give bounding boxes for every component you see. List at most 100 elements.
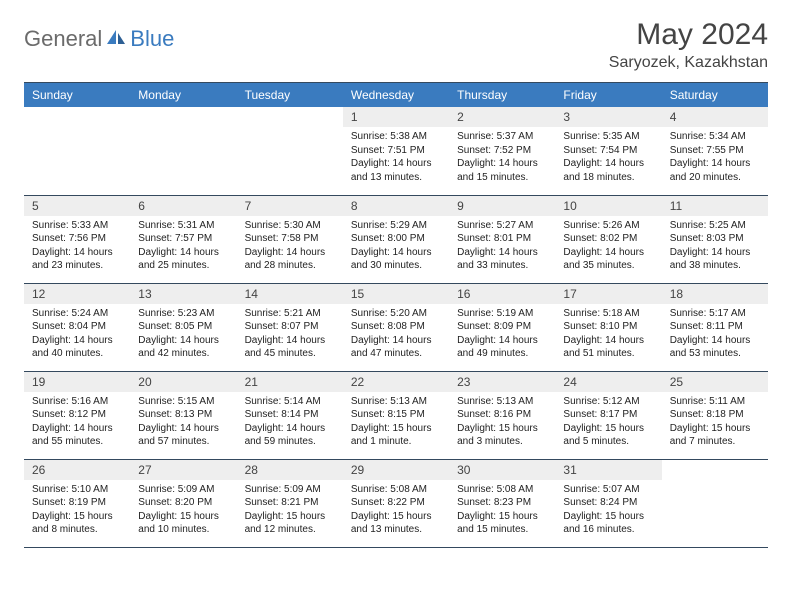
calendar-cell: 30Sunrise: 5:08 AMSunset: 8:23 PMDayligh… [449, 459, 555, 547]
day-number: 19 [24, 372, 130, 392]
sunrise-text: Sunrise: 5:18 AM [563, 307, 653, 321]
daylight-text: Daylight: 14 hours and 30 minutes. [351, 246, 441, 273]
sunset-text: Sunset: 8:22 PM [351, 496, 441, 510]
daylight-text: Daylight: 14 hours and 55 minutes. [32, 422, 122, 449]
day-content: Sunrise: 5:24 AMSunset: 8:04 PMDaylight:… [24, 304, 130, 366]
day-number: 9 [449, 196, 555, 216]
sunset-text: Sunset: 8:07 PM [245, 320, 335, 334]
calendar-cell: .. [237, 107, 343, 195]
day-content: Sunrise: 5:07 AMSunset: 8:24 PMDaylight:… [555, 480, 661, 542]
col-tuesday: Tuesday [237, 83, 343, 108]
sunrise-text: Sunrise: 5:29 AM [351, 219, 441, 233]
col-thursday: Thursday [449, 83, 555, 108]
col-saturday: Saturday [662, 83, 768, 108]
day-number: 14 [237, 284, 343, 304]
day-content: Sunrise: 5:09 AMSunset: 8:20 PMDaylight:… [130, 480, 236, 542]
daylight-text: Daylight: 15 hours and 10 minutes. [138, 510, 228, 537]
day-content: Sunrise: 5:25 AMSunset: 8:03 PMDaylight:… [662, 216, 768, 278]
sunset-text: Sunset: 8:19 PM [32, 496, 122, 510]
day-content: Sunrise: 5:08 AMSunset: 8:23 PMDaylight:… [449, 480, 555, 542]
day-number: 8 [343, 196, 449, 216]
calendar-week: 5Sunrise: 5:33 AMSunset: 7:56 PMDaylight… [24, 195, 768, 283]
day-number: 29 [343, 460, 449, 480]
sunset-text: Sunset: 8:16 PM [457, 408, 547, 422]
daylight-text: Daylight: 14 hours and 59 minutes. [245, 422, 335, 449]
col-friday: Friday [555, 83, 661, 108]
calendar-cell: 12Sunrise: 5:24 AMSunset: 8:04 PMDayligh… [24, 283, 130, 371]
day-content: Sunrise: 5:18 AMSunset: 8:10 PMDaylight:… [555, 304, 661, 366]
logo-sail-icon [106, 28, 128, 51]
daylight-text: Daylight: 15 hours and 1 minute. [351, 422, 441, 449]
sunset-text: Sunset: 8:20 PM [138, 496, 228, 510]
daylight-text: Daylight: 15 hours and 7 minutes. [670, 422, 760, 449]
month-title: May 2024 [609, 18, 768, 52]
day-content: Sunrise: 5:29 AMSunset: 8:00 PMDaylight:… [343, 216, 449, 278]
daylight-text: Daylight: 14 hours and 49 minutes. [457, 334, 547, 361]
daylight-text: Daylight: 14 hours and 38 minutes. [670, 246, 760, 273]
day-content: Sunrise: 5:10 AMSunset: 8:19 PMDaylight:… [24, 480, 130, 542]
daylight-text: Daylight: 15 hours and 12 minutes. [245, 510, 335, 537]
daylight-text: Daylight: 14 hours and 40 minutes. [32, 334, 122, 361]
sunset-text: Sunset: 8:13 PM [138, 408, 228, 422]
day-number: 22 [343, 372, 449, 392]
daylight-text: Daylight: 14 hours and 57 minutes. [138, 422, 228, 449]
calendar-cell: 22Sunrise: 5:13 AMSunset: 8:15 PMDayligh… [343, 371, 449, 459]
sunrise-text: Sunrise: 5:20 AM [351, 307, 441, 321]
sunset-text: Sunset: 8:21 PM [245, 496, 335, 510]
sunrise-text: Sunrise: 5:30 AM [245, 219, 335, 233]
daylight-text: Daylight: 15 hours and 13 minutes. [351, 510, 441, 537]
calendar-cell: 10Sunrise: 5:26 AMSunset: 8:02 PMDayligh… [555, 195, 661, 283]
calendar-cell: 25Sunrise: 5:11 AMSunset: 8:18 PMDayligh… [662, 371, 768, 459]
daylight-text: Daylight: 14 hours and 45 minutes. [245, 334, 335, 361]
calendar-cell: 4Sunrise: 5:34 AMSunset: 7:55 PMDaylight… [662, 107, 768, 195]
calendar-cell: 2Sunrise: 5:37 AMSunset: 7:52 PMDaylight… [449, 107, 555, 195]
sunrise-text: Sunrise: 5:07 AM [563, 483, 653, 497]
daylight-text: Daylight: 14 hours and 18 minutes. [563, 157, 653, 184]
day-content: Sunrise: 5:13 AMSunset: 8:16 PMDaylight:… [449, 392, 555, 454]
day-content: Sunrise: 5:33 AMSunset: 7:56 PMDaylight:… [24, 216, 130, 278]
sunrise-text: Sunrise: 5:23 AM [138, 307, 228, 321]
daylight-text: Daylight: 14 hours and 25 minutes. [138, 246, 228, 273]
col-sunday: Sunday [24, 83, 130, 108]
calendar-week: 19Sunrise: 5:16 AMSunset: 8:12 PMDayligh… [24, 371, 768, 459]
calendar-cell: 1Sunrise: 5:38 AMSunset: 7:51 PMDaylight… [343, 107, 449, 195]
sunrise-text: Sunrise: 5:33 AM [32, 219, 122, 233]
calendar-cell: 21Sunrise: 5:14 AMSunset: 8:14 PMDayligh… [237, 371, 343, 459]
sunrise-text: Sunrise: 5:08 AM [351, 483, 441, 497]
daylight-text: Daylight: 14 hours and 15 minutes. [457, 157, 547, 184]
calendar-cell: 18Sunrise: 5:17 AMSunset: 8:11 PMDayligh… [662, 283, 768, 371]
daylight-text: Daylight: 14 hours and 47 minutes. [351, 334, 441, 361]
day-content: Sunrise: 5:38 AMSunset: 7:51 PMDaylight:… [343, 127, 449, 189]
day-number: 28 [237, 460, 343, 480]
sunset-text: Sunset: 8:04 PM [32, 320, 122, 334]
day-number: 1 [343, 107, 449, 127]
sunrise-text: Sunrise: 5:09 AM [138, 483, 228, 497]
sunset-text: Sunset: 7:55 PM [670, 144, 760, 158]
daylight-text: Daylight: 15 hours and 15 minutes. [457, 510, 547, 537]
calendar-header-row: Sunday Monday Tuesday Wednesday Thursday… [24, 83, 768, 108]
sunrise-text: Sunrise: 5:08 AM [457, 483, 547, 497]
day-number: 24 [555, 372, 661, 392]
day-number: 20 [130, 372, 236, 392]
calendar-cell: 16Sunrise: 5:19 AMSunset: 8:09 PMDayligh… [449, 283, 555, 371]
day-number: 4 [662, 107, 768, 127]
calendar-cell: 24Sunrise: 5:12 AMSunset: 8:17 PMDayligh… [555, 371, 661, 459]
calendar-week: 12Sunrise: 5:24 AMSunset: 8:04 PMDayligh… [24, 283, 768, 371]
day-number: 25 [662, 372, 768, 392]
day-content: Sunrise: 5:15 AMSunset: 8:13 PMDaylight:… [130, 392, 236, 454]
sunset-text: Sunset: 8:15 PM [351, 408, 441, 422]
calendar-cell: 3Sunrise: 5:35 AMSunset: 7:54 PMDaylight… [555, 107, 661, 195]
calendar-cell: 19Sunrise: 5:16 AMSunset: 8:12 PMDayligh… [24, 371, 130, 459]
sunset-text: Sunset: 8:05 PM [138, 320, 228, 334]
day-number: 6 [130, 196, 236, 216]
sunset-text: Sunset: 7:56 PM [32, 232, 122, 246]
sunrise-text: Sunrise: 5:37 AM [457, 130, 547, 144]
calendar-cell: 15Sunrise: 5:20 AMSunset: 8:08 PMDayligh… [343, 283, 449, 371]
sunset-text: Sunset: 7:57 PM [138, 232, 228, 246]
day-content: Sunrise: 5:31 AMSunset: 7:57 PMDaylight:… [130, 216, 236, 278]
daylight-text: Daylight: 14 hours and 35 minutes. [563, 246, 653, 273]
sunrise-text: Sunrise: 5:38 AM [351, 130, 441, 144]
day-content: Sunrise: 5:09 AMSunset: 8:21 PMDaylight:… [237, 480, 343, 542]
sunrise-text: Sunrise: 5:10 AM [32, 483, 122, 497]
sunrise-text: Sunrise: 5:13 AM [457, 395, 547, 409]
